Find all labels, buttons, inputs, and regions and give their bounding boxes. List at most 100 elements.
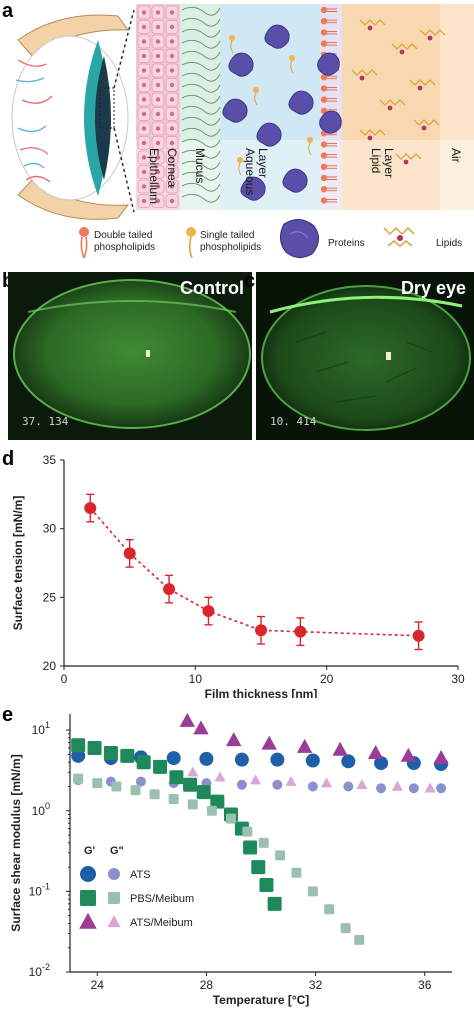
cell-nucleus <box>141 97 147 102</box>
x-tick-label: 32 <box>309 978 323 992</box>
data-point-pbs-meibum <box>307 886 318 897</box>
cell-nucleus <box>155 111 161 117</box>
layer-label-text: Mucus <box>193 148 207 183</box>
y-tick-label: 35 <box>43 453 57 467</box>
data-point-ats <box>272 779 283 790</box>
layer-label-text: Epithelium <box>147 148 161 204</box>
y-tick-label: 10-1 <box>29 881 50 898</box>
data-point-ats <box>135 776 146 787</box>
data-point-ats <box>166 751 181 766</box>
data-point-pbs-meibum <box>169 770 184 785</box>
phospholipid-tail <box>238 162 242 176</box>
data-point-pbs-meibum <box>267 896 282 911</box>
lipid-head <box>399 49 405 55</box>
data-point-pbs-meibum <box>183 777 198 792</box>
lipid-head <box>403 159 409 165</box>
cell-nucleus <box>155 126 161 131</box>
cell-nucleus <box>169 155 175 160</box>
single-tailed-phospholipid <box>253 87 259 93</box>
y-tick-label: 20 <box>43 659 57 673</box>
data-point <box>84 502 97 515</box>
mucin-strand <box>181 182 221 192</box>
lipid-chain <box>351 69 378 76</box>
cell-nucleus <box>155 68 161 73</box>
layer-label-mucus: Mucus <box>193 148 207 183</box>
phospholipid-head <box>320 174 328 182</box>
lipid-head <box>367 135 373 141</box>
cell-nucleus <box>169 10 175 15</box>
single-tailed-phospholipid-icon <box>186 227 196 259</box>
phospholipid-tail <box>327 142 337 147</box>
phospholipid-head <box>320 74 328 81</box>
legend-marker-g-prime <box>80 890 96 906</box>
layer-label-epithelium: Epithelium <box>147 148 161 204</box>
mucin-strand <box>181 116 221 126</box>
cell-nucleus <box>155 10 161 15</box>
phospholipid-head <box>320 197 328 204</box>
panel-a-schematic: Epithelium Cornea Mucus Aqueous Layer Lipid La… <box>11 4 474 259</box>
layer-label-air: Air <box>449 148 463 163</box>
single-tailed-phospholipid <box>229 35 235 41</box>
lipid-chain <box>359 19 386 26</box>
data-point-ats <box>376 783 387 794</box>
data-point-ats <box>408 783 419 794</box>
legend-marker-g-prime <box>80 866 96 882</box>
mucin-strand <box>181 171 221 181</box>
data-point-ats <box>374 756 389 771</box>
data-point-pbs-meibum <box>251 860 266 875</box>
y-tick-label: 25 <box>43 590 57 604</box>
mucin-strand <box>181 94 221 104</box>
data-point-ats-meibum <box>261 735 277 750</box>
y-tick-label: 10-2 <box>29 962 50 979</box>
cell-nucleus <box>169 169 175 175</box>
data-point <box>255 624 267 637</box>
protein-molecule <box>240 176 266 201</box>
lipid-head <box>359 75 365 81</box>
x-tick-label: 0 <box>61 672 68 686</box>
data-point-ats-meibum <box>356 779 368 790</box>
shear-modulus-plot-area: 24 28 32 36 10-2 10-1 100 101 Temperature [°C] Su… <box>9 712 452 1007</box>
legend-proteins-label: Proteins <box>328 238 365 249</box>
y-tick-label: 101 <box>32 720 50 737</box>
phospholipid-head <box>320 96 328 103</box>
phospholipid-tail <box>327 75 337 80</box>
protein-icon <box>280 219 319 258</box>
data-point-ats-meibum <box>391 780 403 791</box>
cell-nucleus <box>155 39 161 44</box>
single-tailed-phospholipid <box>237 157 243 163</box>
cell-nucleus <box>169 68 175 73</box>
cell-nucleus <box>141 24 147 30</box>
cell-nucleus <box>141 111 147 117</box>
data-point-pbs-meibum <box>87 741 102 756</box>
lipid-chain <box>379 99 406 106</box>
lipid-chain <box>413 119 440 126</box>
data-point-pbs-meibum <box>291 867 302 878</box>
lipid-head <box>367 25 373 31</box>
interface-protein <box>317 52 340 76</box>
data-point-ats-meibum <box>214 771 226 782</box>
cell-nucleus <box>169 97 175 102</box>
mucin-strand <box>181 17 221 27</box>
layer-label-text: Cornea <box>165 148 179 188</box>
dry-eye-label: Dry eye <box>400 278 466 298</box>
eye-illustration <box>11 9 135 220</box>
protein-molecule <box>222 98 248 123</box>
layer-label-text: Lipid <box>369 148 383 173</box>
data-point-pbs-meibum <box>153 759 168 774</box>
legend-marker-g-double-prime <box>108 868 120 880</box>
mucin-strand <box>181 193 221 203</box>
cell-nucleus <box>155 155 161 160</box>
mucin-strand <box>181 105 221 115</box>
phospholipid-tail <box>327 187 337 192</box>
phospholipid-tail <box>254 92 258 106</box>
panel-e-letter: e <box>2 704 14 726</box>
legend-marker-g-double-prime <box>107 915 121 928</box>
x-axis-title: Temperature [°C] <box>213 993 310 1007</box>
phospholipid-tail <box>327 8 337 12</box>
phospholipid-head <box>320 141 328 148</box>
phospholipid-head <box>320 186 328 193</box>
cell-nucleus <box>169 126 175 131</box>
mucin-strand <box>181 61 221 71</box>
lipid-chain <box>395 153 422 160</box>
phospholipid-head <box>320 29 328 36</box>
